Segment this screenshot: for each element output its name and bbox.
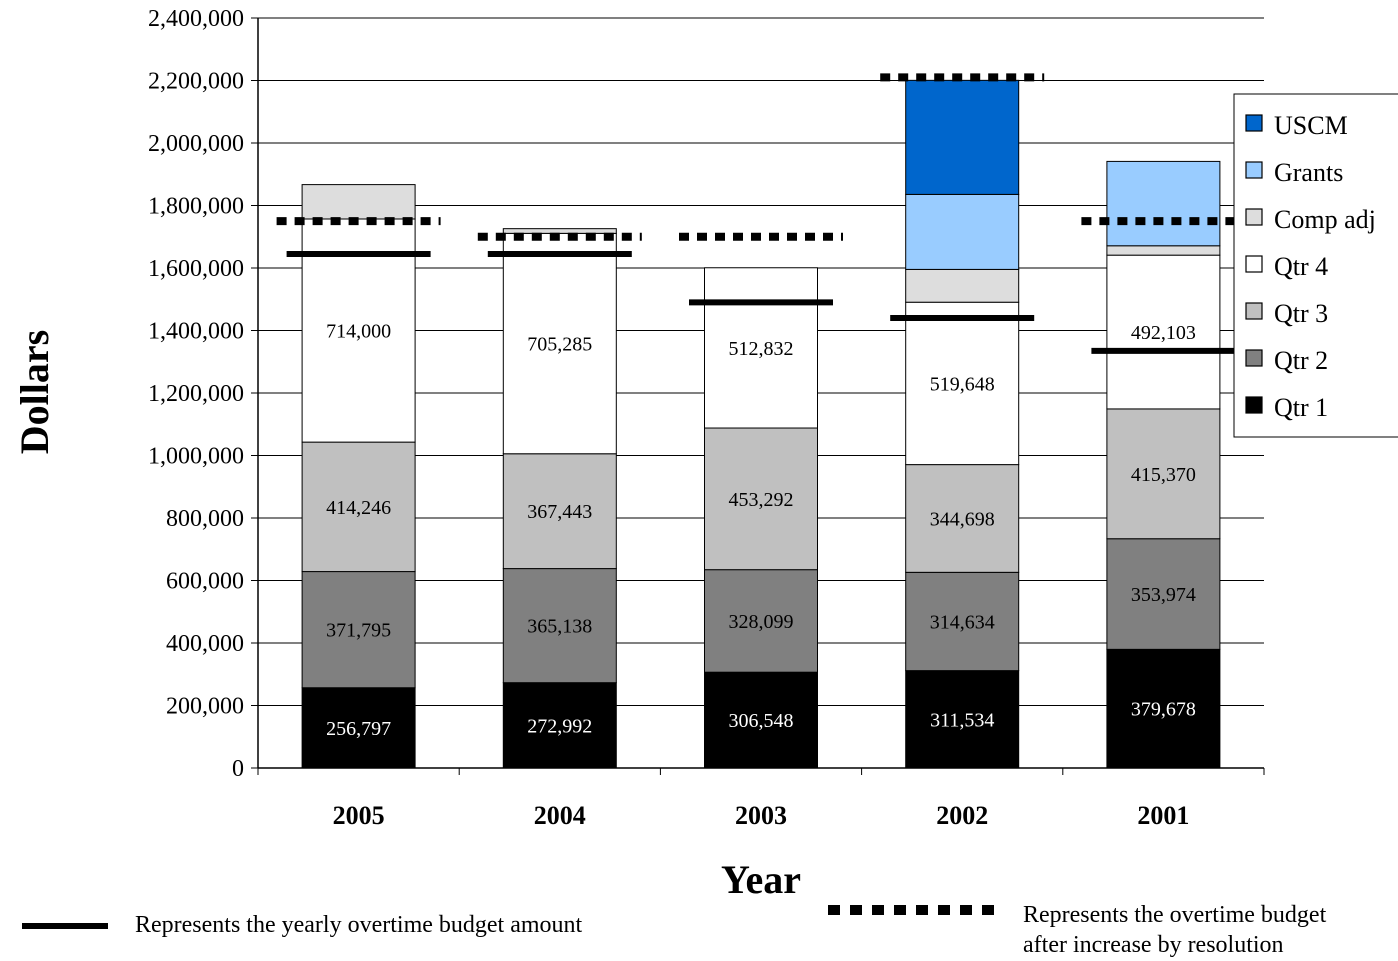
budget-lines [276, 73, 1246, 354]
data-label: 314,634 [930, 611, 995, 633]
data-label: 353,974 [1131, 584, 1196, 606]
y-axis-title: Dollars [12, 330, 57, 454]
y-tick-label: 1,200,000 [148, 381, 244, 407]
bar-segment-qtr-2 [502, 568, 617, 684]
legend-label: USCM [1274, 111, 1348, 140]
x-ticks: 2005 2004 2003 2002 2001 [333, 801, 1190, 830]
data-label: 415,370 [1131, 464, 1196, 486]
y-tick-label: 1,000,000 [148, 444, 244, 470]
legend-swatch [1245, 255, 1263, 273]
x-tick-label: 2002 [936, 801, 988, 830]
legend: USCM Grants Comp adj Qtr 4 Qtr 3 Qtr 2 Qtr 1 [1233, 93, 1398, 438]
x-axis-title: Year [721, 857, 801, 902]
y-tick-label: 400,000 [166, 631, 244, 657]
bar-segment-qtr-1 [1106, 648, 1221, 769]
bar-segment-qtr-1 [301, 687, 416, 769]
data-label: 379,678 [1131, 699, 1196, 721]
legend-label: Comp adj [1274, 205, 1376, 234]
bar-segment-grants [1106, 160, 1221, 247]
bar-segment-qtr-3 [502, 453, 617, 570]
bar-segment-comp-adj [1106, 245, 1221, 256]
legend-label: Grants [1274, 158, 1343, 187]
data-label: 328,099 [729, 611, 794, 633]
axes [251, 17, 1265, 775]
data-label: 306,548 [729, 710, 794, 732]
x-tick-label: 2003 [735, 801, 787, 830]
data-label: 311,534 [930, 709, 994, 731]
data-label: 272,992 [527, 715, 592, 737]
y-tick-label: 600,000 [166, 569, 244, 595]
bar-segment-qtr-3 [1106, 408, 1221, 540]
bar-segment-comp-adj [502, 228, 617, 234]
bars [301, 79, 1221, 769]
legend-swatch [1245, 208, 1263, 226]
bar-segment-qtr-4 [704, 267, 818, 429]
data-label: 512,832 [729, 338, 794, 360]
bar-segment-comp-adj [301, 184, 416, 220]
bar-segment-qtr-4 [502, 232, 617, 455]
bar-segment-qtr-4 [905, 301, 1020, 466]
x-tick-label: 2001 [1137, 801, 1189, 830]
bar-segment-uscm [905, 79, 1020, 195]
legend-label: Qtr 3 [1274, 299, 1328, 328]
y-tick-label: 2,000,000 [148, 131, 244, 157]
increased-line-note-1: Represents the overtime budget [1023, 902, 1327, 928]
bar-segment-qtr-3 [704, 427, 818, 571]
data-label: 256,797 [326, 718, 391, 740]
budget-line-note: Represents the yearly overtime budget am… [135, 912, 583, 938]
y-tick-label: 2,400,000 [148, 6, 244, 32]
y-tick-label: 200,000 [166, 694, 244, 720]
data-label: 492,103 [1131, 322, 1196, 344]
y-tick-label: 0 [232, 756, 244, 782]
x-tick-label: 2005 [333, 801, 385, 830]
data-label: 705,285 [527, 334, 592, 356]
bar-segment-qtr-4 [1106, 254, 1221, 410]
increased-line-note-2: after increase by resolution [1023, 932, 1284, 958]
y-tick-label: 800,000 [166, 506, 244, 532]
data-label: 519,648 [930, 373, 995, 395]
y-tick-label: 1,400,000 [148, 319, 244, 345]
bar-segment-qtr-2 [905, 571, 1020, 672]
data-label: 367,443 [527, 501, 592, 523]
bar-labels: 256,797 371,795 414,246 714,000 272,992 365,1… [326, 321, 1196, 740]
legend-swatch [1245, 161, 1263, 179]
bar-segment-qtr-2 [704, 569, 818, 673]
legend-swatch [1245, 114, 1263, 132]
data-label: 414,246 [326, 497, 391, 519]
legend-swatch [1245, 349, 1263, 367]
y-tick-label: 1,600,000 [148, 256, 244, 282]
legend-label: Qtr 2 [1274, 346, 1328, 375]
data-label: 344,698 [930, 508, 995, 530]
bar-segment-comp-adj [905, 268, 1020, 303]
bar-segment-qtr-2 [1106, 538, 1221, 650]
y-ticks: 0 200,000 400,000 600,000 800,000 1,000,000 1,… [148, 6, 244, 782]
data-label: 453,292 [729, 489, 794, 511]
bar-segment-grants [905, 193, 1020, 270]
legend-swatch [1245, 302, 1263, 320]
bar-segment-qtr-3 [905, 464, 1020, 573]
legend-label: Qtr 4 [1274, 252, 1328, 281]
y-tick-label: 2,200,000 [148, 69, 244, 95]
legend-label: Qtr 1 [1274, 393, 1328, 422]
data-label: 714,000 [326, 321, 391, 343]
data-label: 371,795 [326, 620, 391, 642]
data-label: 365,138 [527, 616, 592, 638]
legend-swatch [1245, 396, 1263, 414]
y-tick-label: 1,800,000 [148, 194, 244, 220]
bar-segment-qtr-2 [301, 571, 416, 689]
x-tick-label: 2004 [534, 801, 586, 830]
